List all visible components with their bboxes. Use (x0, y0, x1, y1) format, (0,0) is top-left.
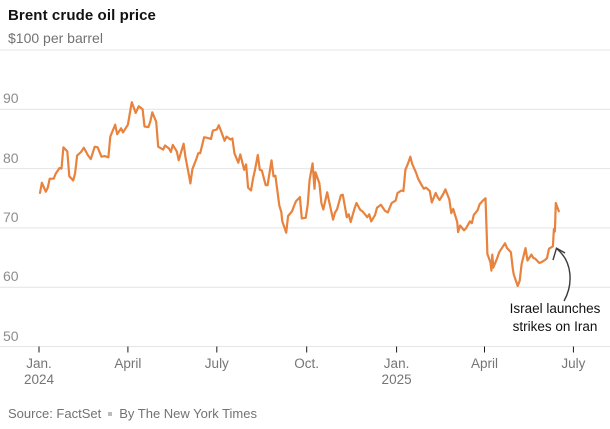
y-axis-label-70: 70 (3, 208, 19, 225)
chart-title: Brent crude oil price (8, 7, 156, 24)
gridlines (0, 49, 610, 347)
annotation-arrow (552, 247, 571, 302)
price-line (38, 101, 560, 288)
y-axis-label-80: 80 (3, 149, 19, 166)
source-credit: Source: FactSet By The New York Times (8, 406, 257, 421)
x-axis-ticks (38, 346, 574, 353)
x-axis-label-Oct.: Oct. (294, 355, 320, 371)
chart-unit-label: $100 per barrel (8, 30, 103, 46)
y-axis-label-90: 90 (3, 90, 19, 107)
x-axis-label-Jan.2025: Jan. 2025 (381, 355, 412, 387)
x-axis-label-July: July (561, 355, 586, 371)
x-axis-label-July: July (204, 355, 229, 371)
event-annotation: Israel launches strikes on Iran (498, 300, 610, 336)
x-axis-label-Jan.2024: Jan. 2024 (23, 355, 55, 387)
source-label: Source: FactSet (8, 406, 102, 421)
byline-label: By The New York Times (119, 406, 257, 421)
y-axis-label-50: 50 (3, 327, 19, 344)
x-axis-label-April: April (470, 355, 499, 371)
event-annotation-line1: Israel launches (509, 301, 601, 316)
separator-dot-icon (108, 411, 113, 416)
y-axis-label-60: 60 (3, 268, 19, 285)
event-annotation-line2: strikes on Iran (512, 319, 598, 334)
x-axis-label-April: April (114, 355, 142, 371)
